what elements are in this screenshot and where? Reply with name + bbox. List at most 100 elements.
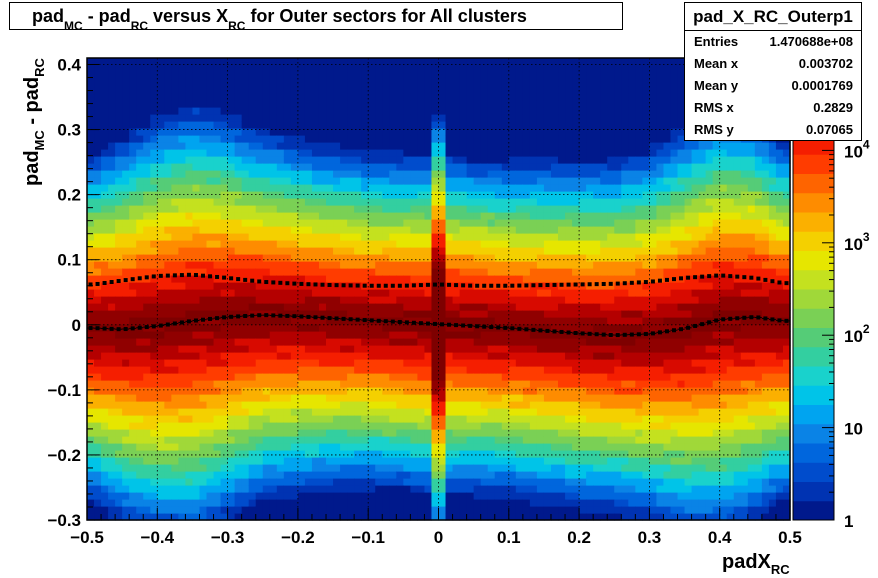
heatmap-cell (269, 499, 278, 507)
heatmap-cell (115, 338, 123, 346)
heatmap-cell (318, 128, 327, 136)
heatmap-cell (164, 457, 172, 465)
heatmap-cell (199, 338, 208, 346)
heatmap-cell (326, 72, 334, 80)
heatmap-cell (579, 352, 587, 360)
heatmap-cell (389, 345, 397, 353)
heatmap-cell (87, 338, 95, 346)
heatmap-cell (234, 149, 243, 157)
heatmap-cell (354, 275, 362, 283)
heatmap-cell (206, 219, 215, 227)
heatmap-cell (614, 506, 622, 514)
heatmap-cell (143, 513, 151, 521)
heatmap-cell (522, 205, 531, 213)
heatmap-cell (417, 380, 426, 388)
heatmap-cell (347, 72, 355, 80)
heatmap-cell (234, 226, 243, 234)
heatmap-cell (283, 212, 292, 220)
heatmap-cell (536, 198, 545, 206)
heatmap-cell (192, 198, 201, 206)
heatmap-cell (136, 79, 144, 87)
heatmap-cell (262, 254, 271, 262)
heatmap-cell (326, 506, 334, 514)
heatmap-cell (340, 506, 348, 514)
heatmap-cell (164, 128, 172, 136)
heatmap-cell (108, 464, 116, 472)
heatmap-cell (290, 233, 299, 241)
heatmap-cell (234, 170, 243, 178)
heatmap-cell (600, 198, 608, 206)
heatmap-cell (192, 100, 201, 108)
heatmap-cell (375, 359, 383, 367)
heatmap-cell (185, 429, 194, 437)
heatmap-cell (115, 65, 123, 73)
heatmap-cell (403, 492, 411, 500)
heatmap-cell (543, 142, 552, 150)
heatmap-cell (445, 513, 454, 521)
heatmap-cell (269, 177, 278, 185)
heatmap-cell (199, 261, 208, 269)
heatmap-cell (94, 149, 102, 157)
heatmap-cell (333, 345, 341, 353)
heatmap-cell (614, 513, 622, 521)
heatmap-cell (150, 478, 158, 486)
heatmap-cell (452, 135, 461, 143)
heatmap-cell (283, 163, 292, 171)
heatmap-cell (262, 394, 271, 402)
heatmap-cell (389, 114, 397, 122)
heatmap-cell (333, 457, 341, 465)
heatmap-cell (579, 191, 587, 199)
heatmap-cell (333, 429, 341, 437)
heatmap-cell (536, 142, 545, 150)
heatmap-cell (318, 114, 327, 122)
heatmap-cell (459, 205, 468, 213)
heatmap-cell (347, 268, 355, 276)
heatmap-cell (129, 380, 137, 388)
heatmap-cell (115, 359, 123, 367)
heatmap-cell (445, 177, 454, 185)
heatmap-cell (213, 499, 222, 507)
heatmap-cell (452, 338, 461, 346)
heatmap-cell (157, 121, 165, 129)
heatmap-cell (333, 296, 341, 304)
heatmap-cell (368, 436, 376, 444)
heatmap-cell (550, 254, 559, 262)
heatmap-cell (550, 93, 559, 101)
heatmap-cell (290, 184, 299, 192)
heatmap-cell (297, 366, 306, 374)
heatmap-cell (522, 303, 531, 311)
heatmap-cell (515, 233, 524, 241)
heatmap-cell (150, 114, 158, 122)
heatmap-cell (473, 471, 482, 479)
heatmap-cell (614, 296, 622, 304)
heatmap-cell (318, 345, 327, 353)
heatmap-cell (431, 429, 440, 437)
heatmap-cell (108, 499, 116, 507)
heatmap-cell (192, 324, 201, 332)
heatmap-cell (403, 296, 411, 304)
heatmap-cell (326, 422, 334, 430)
heatmap-cell (487, 443, 496, 451)
heatmap-cell (382, 352, 390, 360)
heatmap-cell (122, 408, 130, 416)
heatmap-cell (262, 317, 271, 325)
heatmap-cell (459, 114, 468, 122)
heatmap-cell (262, 415, 271, 423)
heatmap-cell (276, 79, 285, 87)
heatmap-cell (129, 506, 137, 514)
heatmap-cell (262, 485, 271, 493)
heatmap-cell (333, 289, 341, 297)
heatmap-cell (143, 317, 151, 325)
heatmap-cell (452, 268, 461, 276)
heatmap-cell (586, 443, 594, 451)
heatmap-cell (340, 170, 348, 178)
heatmap-cell (276, 394, 285, 402)
heatmap-cell (508, 65, 517, 73)
heatmap-cell (283, 296, 292, 304)
heatmap-cell (101, 142, 109, 150)
heatmap-cell (143, 408, 151, 416)
heatmap-cell (417, 184, 426, 192)
heatmap-cell (213, 485, 222, 493)
heatmap-cell (318, 247, 327, 255)
heatmap-cell (129, 128, 137, 136)
